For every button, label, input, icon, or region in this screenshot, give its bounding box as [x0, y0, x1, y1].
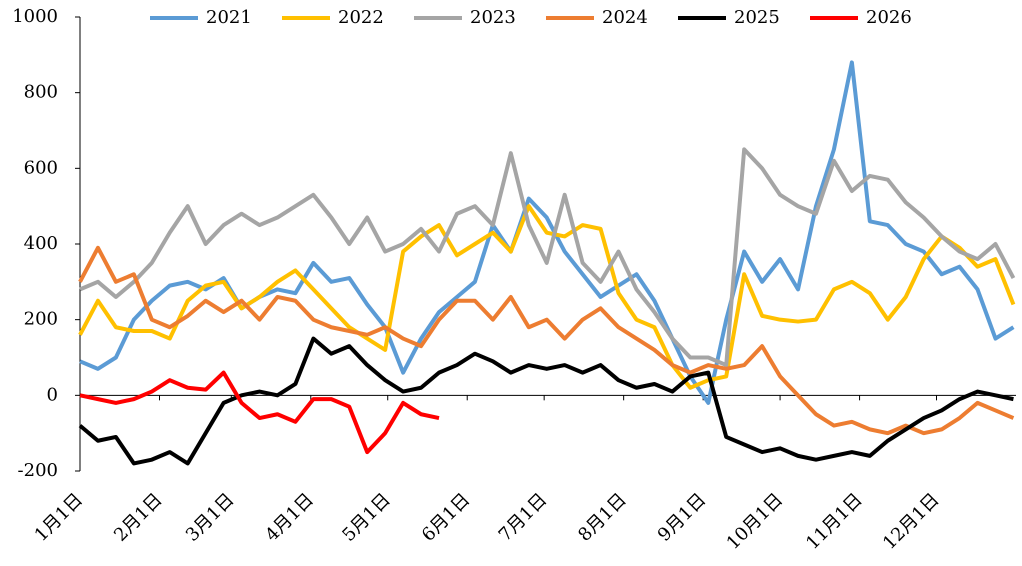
x-tick-label: 5月1日 [338, 489, 395, 546]
series-line [78, 336, 1014, 466]
x-tick-label: 1月1日 [31, 489, 88, 546]
series-line [78, 204, 1016, 390]
legend-label: 2023 [470, 7, 516, 28]
y-tick-label: -200 [18, 460, 58, 481]
x-tick-label: 12月1日 [879, 489, 944, 554]
y-tick-label: 600 [24, 157, 58, 178]
x-tick-label: 8月1日 [574, 489, 631, 546]
series-line [79, 147, 1016, 368]
y-tick-label: 0 [47, 384, 58, 405]
y-tick-label: 800 [24, 82, 58, 103]
x-tick-label: 9月1日 [654, 489, 711, 546]
x-tick-label: 2月1日 [110, 489, 167, 546]
y-tick-label: 400 [24, 233, 58, 254]
x-tick-label: 11月1日 [802, 489, 867, 554]
series-line [78, 245, 1015, 436]
x-tick-label: 6月1日 [418, 489, 475, 546]
x-tick-label: 4月1日 [261, 489, 318, 546]
legend-label: 2026 [866, 7, 912, 28]
legend-label: 2025 [734, 7, 780, 28]
y-tick-label: 1000 [12, 6, 58, 27]
legend-label: 2024 [602, 7, 648, 28]
legend-label: 2021 [206, 7, 252, 28]
x-tick-label: 10月1日 [723, 489, 788, 554]
x-tick-label: 3月1日 [182, 489, 239, 546]
legend-label: 2022 [338, 7, 384, 28]
y-tick-label: 200 [24, 309, 58, 330]
x-tick-label: 7月1日 [495, 489, 552, 546]
series-line [79, 370, 440, 455]
